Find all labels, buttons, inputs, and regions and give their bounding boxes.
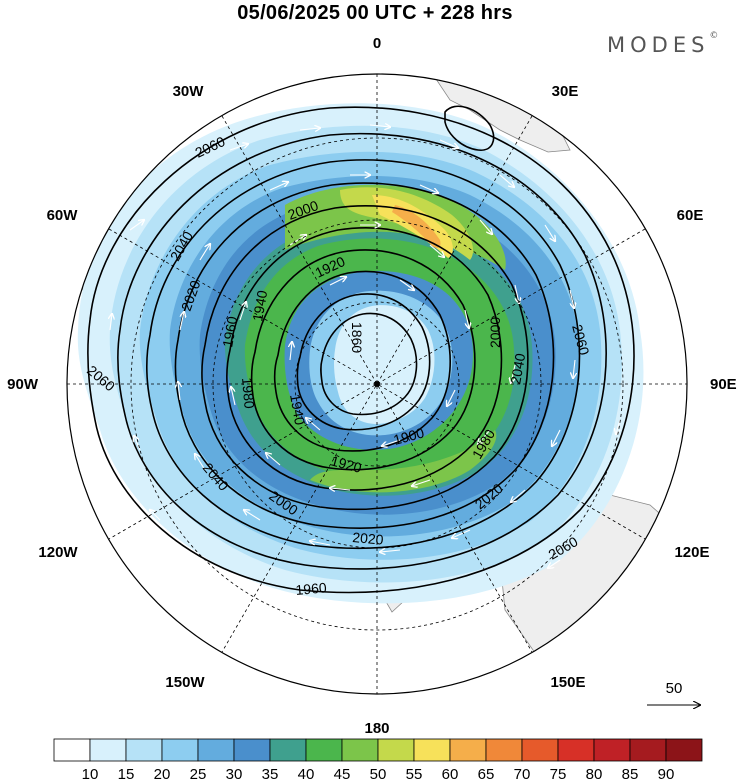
meridian-label: 60E: [677, 207, 704, 224]
contour-label: 2040: [507, 352, 528, 386]
colorbar-label: 55: [406, 766, 423, 782]
colorbar-label: 85: [622, 766, 639, 782]
contour-label: 2060: [569, 323, 593, 357]
meridian-label: 90E: [710, 376, 737, 393]
colorbar-swatch: [53, 738, 91, 762]
colorbar-label: 70: [514, 766, 531, 782]
wind-shading: [77, 103, 644, 604]
colorbar-label: 35: [262, 766, 279, 782]
colorbar-swatch: [629, 738, 667, 762]
contour-label: 1940: [287, 393, 308, 427]
contour-label: 1960: [295, 579, 328, 598]
colorbar-swatch: [233, 738, 271, 762]
meridian-labels: 0 30E 60E 90E 120E 150E 180 150W 120W 90…: [7, 35, 737, 737]
colorbar-swatch: [161, 738, 199, 762]
colorbar-swatch: [377, 738, 415, 762]
contour-label: 1940: [249, 289, 270, 323]
meridian-label: 120E: [674, 544, 709, 561]
height-contours: [87, 105, 635, 594]
pole-marker: [374, 381, 380, 387]
colorbar: 10 15 20 25 30 35 40 45 50 55 60 65 70 75 80 85 90: [53, 738, 703, 782]
contour-label: 1960: [219, 315, 240, 349]
contour-label: 1860: [349, 322, 365, 353]
meridian-label: 60W: [47, 207, 79, 224]
meridian-label: 30E: [552, 83, 579, 100]
colorbar-label: 45: [334, 766, 351, 782]
contour-label: 1980: [239, 377, 258, 410]
map-boundary: [66, 73, 688, 695]
meridian-label: 180: [364, 720, 389, 737]
map-title: 05/06/2025 00 UTC + 228 hrs: [237, 2, 513, 24]
meridian-label: 30W: [173, 83, 205, 100]
colorbar-label: 50: [370, 766, 387, 782]
colorbar-swatch: [557, 738, 595, 762]
colorbar-label: 20: [154, 766, 171, 782]
brand-logo: MODES©: [607, 31, 719, 57]
colorbar-label: 30: [226, 766, 243, 782]
colorbar-label: 65: [478, 766, 495, 782]
colorbar-label: 80: [586, 766, 603, 782]
contour-label: 2020: [352, 529, 385, 548]
colorbar-label: 25: [190, 766, 207, 782]
colorbar-swatch: [521, 738, 559, 762]
reference-vector: 50: [647, 680, 700, 705]
graticule: [67, 74, 687, 694]
colorbar-label: 40: [298, 766, 315, 782]
contour-label: 2000: [487, 317, 503, 348]
meridian-label: 90W: [7, 376, 39, 393]
colorbar-swatch: [413, 738, 451, 762]
contour-label: 1900: [392, 424, 426, 448]
colorbar-label: 75: [550, 766, 567, 782]
colorbar-label: 60: [442, 766, 459, 782]
meridian-label: 120W: [38, 544, 78, 561]
colorbar-label: 10: [82, 766, 99, 782]
colorbar-swatch: [197, 738, 235, 762]
brand-name: MODES: [607, 33, 710, 57]
colorbar-swatch: [269, 738, 307, 762]
colorbar-swatch: [89, 738, 127, 762]
colorbar-swatch: [125, 738, 163, 762]
colorbar-label: 90: [658, 766, 675, 782]
meridian-label: 0: [373, 35, 381, 52]
brand-mark: ©: [709, 31, 719, 41]
colorbar-label: 15: [118, 766, 135, 782]
colorbar-swatch: [305, 738, 343, 762]
meridian-label: 150E: [550, 674, 585, 691]
map-field: [67, 74, 687, 694]
reference-vector-label: 50: [666, 680, 683, 697]
colorbar-swatch: [449, 738, 487, 762]
colorbar-swatch: [593, 738, 631, 762]
colorbar-swatch: [485, 738, 523, 762]
meridian-label: 150W: [165, 674, 205, 691]
colorbar-swatch: [665, 738, 703, 762]
colorbar-swatch: [341, 738, 379, 762]
contour-label: 1920: [329, 452, 363, 476]
